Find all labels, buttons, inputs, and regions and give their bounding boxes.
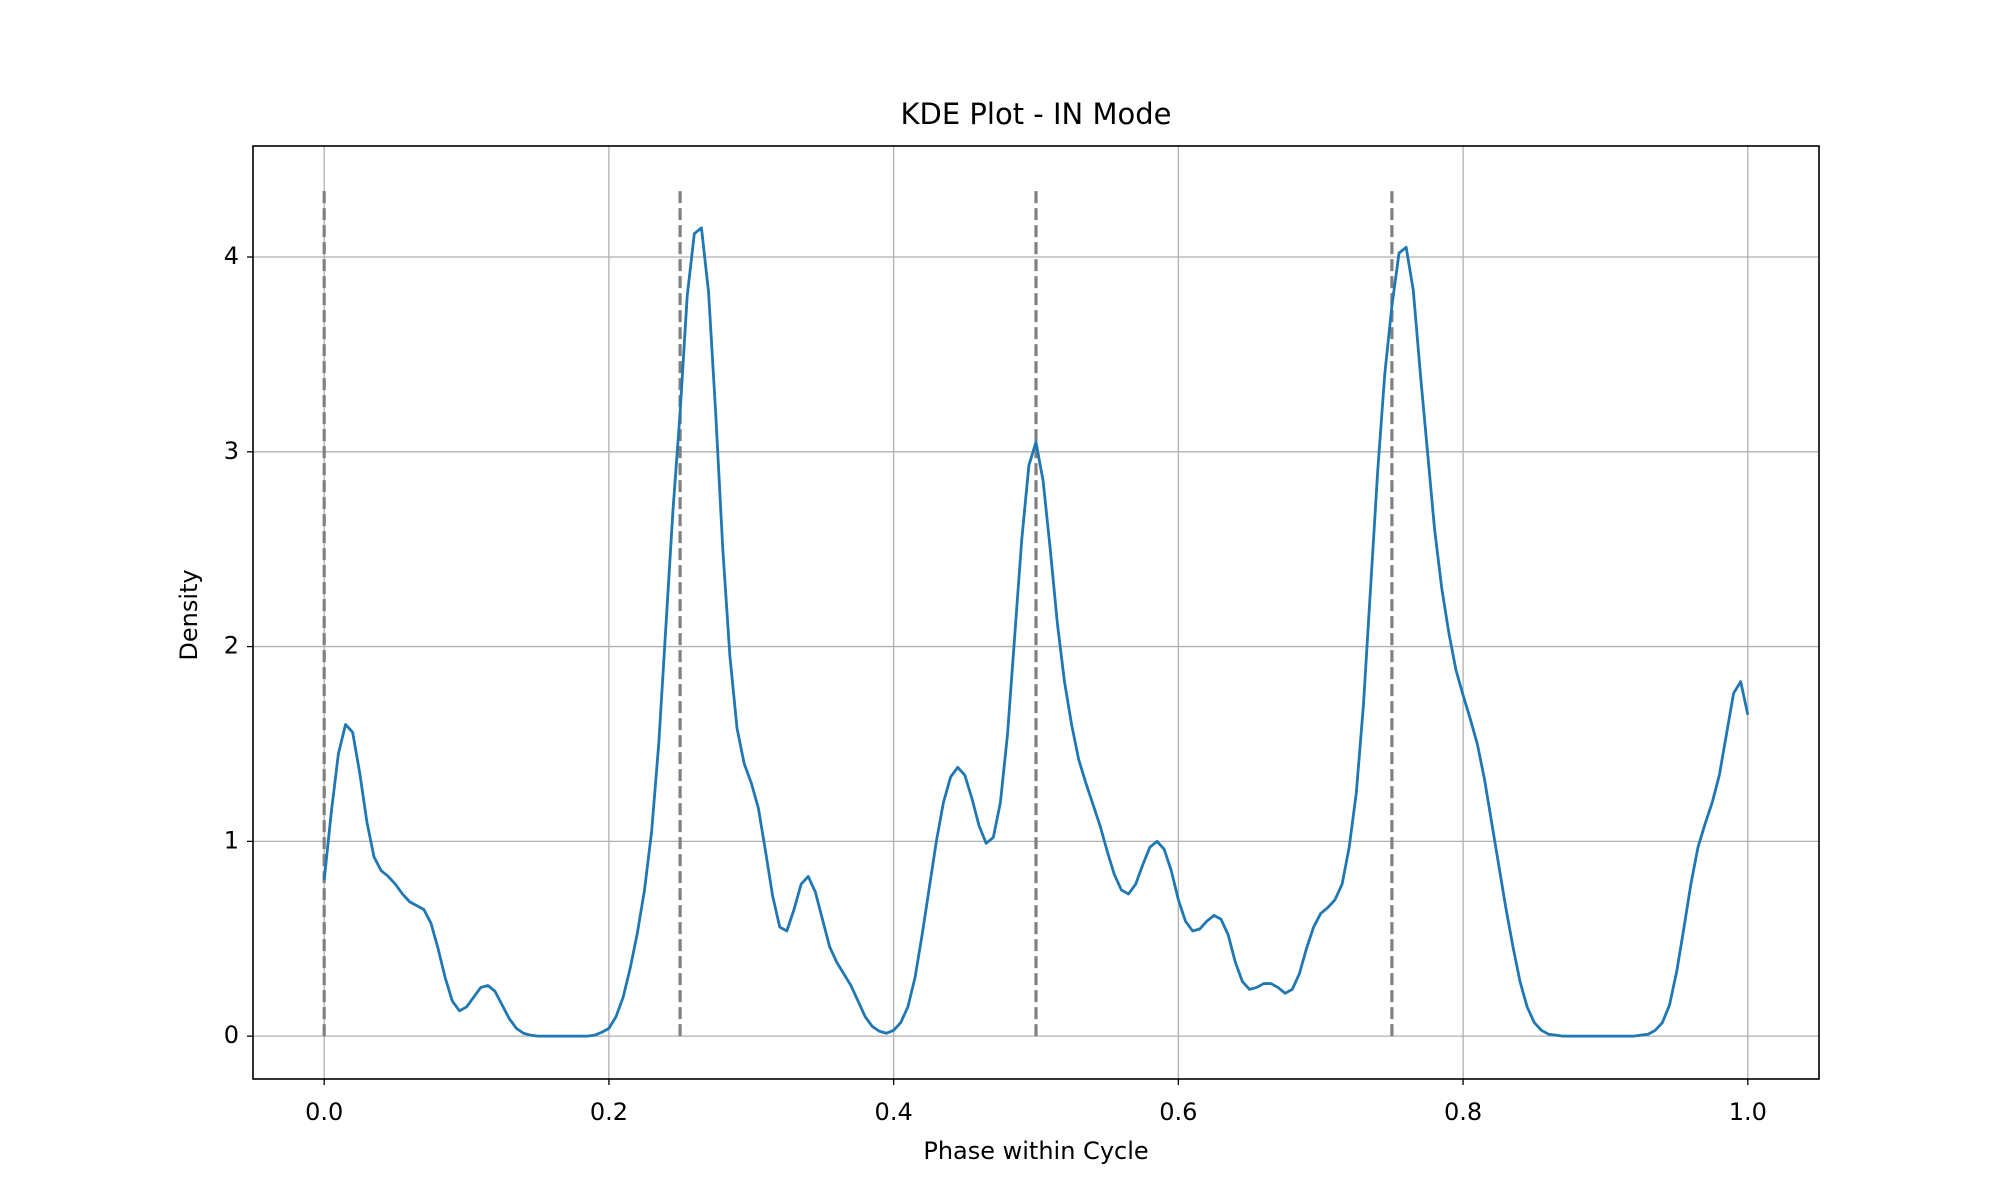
- x-tick-label: 1.0: [1729, 1098, 1767, 1126]
- data-line: [322, 226, 1750, 1038]
- x-tick-label: 0.6: [1159, 1098, 1197, 1126]
- y-axis-label: Density: [175, 569, 203, 660]
- x-tick-label: 0.8: [1444, 1098, 1482, 1126]
- y-tick-label: 0: [224, 1021, 239, 1049]
- y-tick-label: 1: [224, 826, 239, 854]
- x-axis-label: Phase within Cycle: [923, 1137, 1148, 1165]
- y-tick-label: 3: [224, 437, 239, 465]
- y-tick-label: 4: [224, 242, 239, 270]
- x-tick-label: 0.2: [590, 1098, 628, 1126]
- plot-frame: [252, 145, 1820, 1080]
- x-tick-label: 0.4: [875, 1098, 913, 1126]
- chart-title: KDE Plot - IN Mode: [901, 97, 1172, 131]
- y-tick-label: 2: [224, 632, 239, 660]
- x-tick-label: 0.0: [305, 1098, 343, 1126]
